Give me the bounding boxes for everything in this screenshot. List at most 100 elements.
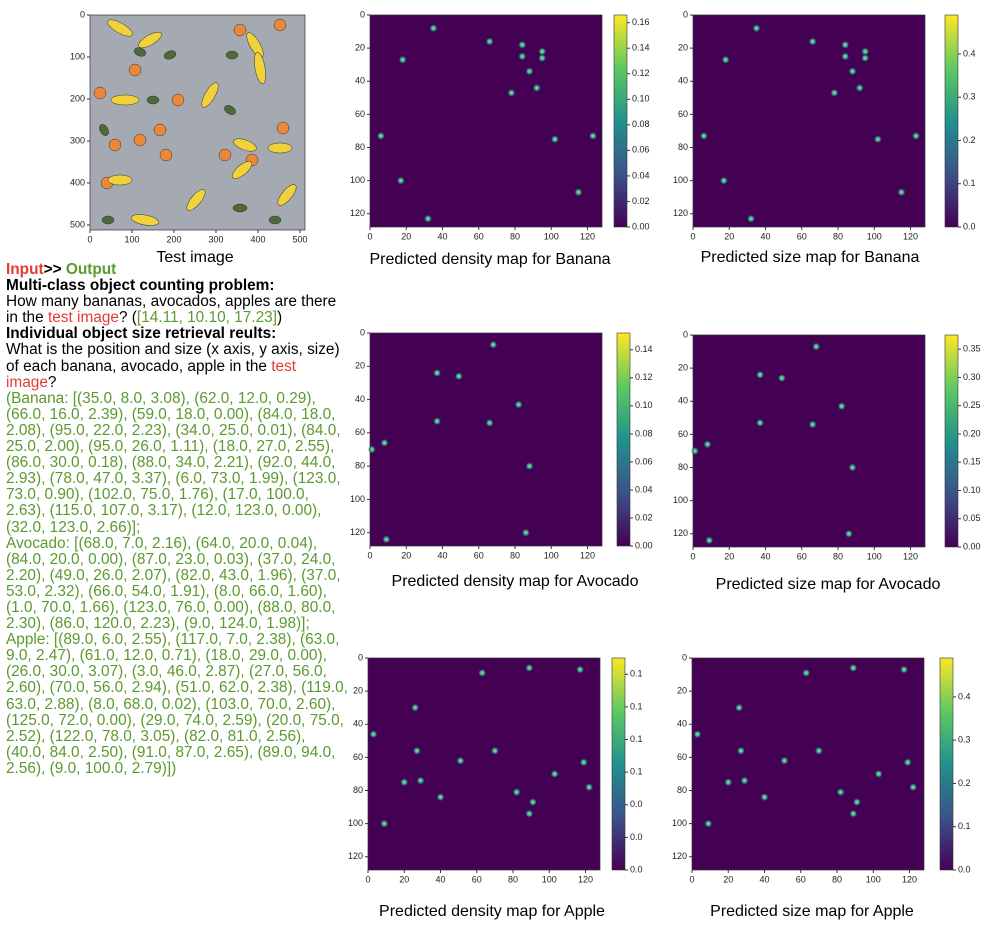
x-tick-label: 20 (401, 550, 411, 560)
map-blob (368, 445, 376, 453)
x-tick-label: 0 (365, 874, 370, 884)
map-blob (486, 38, 494, 46)
fruit (268, 143, 292, 153)
punct: ? ( (119, 309, 137, 326)
map-blob (526, 67, 534, 75)
x-tick-label: 60 (474, 550, 484, 560)
y-tick-label: 80 (677, 785, 687, 795)
colorbar-tick-label: 0.35 (963, 344, 981, 354)
map-blob (693, 730, 701, 738)
map-blob (849, 67, 857, 75)
answer: [14.11, 10.10, 17.23] (137, 309, 277, 326)
y-tick-label: 60 (677, 752, 687, 762)
y-tick-label: 40 (355, 394, 365, 404)
fruit (277, 122, 289, 134)
x-tick-label: 100 (866, 874, 881, 884)
caption: Predicted density map for Apple (379, 903, 605, 920)
colorbar-tick-label: 0.10 (963, 485, 981, 495)
map-blob (747, 215, 755, 223)
colorbar (614, 15, 627, 227)
x-tick-label: 40 (437, 231, 447, 241)
retrieval-question: What is the position and size (x axis, y… (6, 342, 348, 390)
map-blob (780, 757, 788, 765)
y-tick-label: 120 (350, 527, 365, 537)
y-tick-label: 80 (353, 785, 363, 795)
y-tick-label: 20 (355, 43, 365, 53)
colorbar-tick-label: 0.4 (958, 691, 971, 701)
x-tick-label: 80 (508, 874, 518, 884)
colorbar-tick-label: 0.1 (958, 821, 971, 831)
y-tick-label: 0 (682, 652, 687, 662)
x-tick-label: 120 (580, 231, 595, 241)
x-tick-label: 0 (367, 231, 372, 241)
map-blob (491, 747, 499, 755)
colorbar-tick-label: 0.20 (963, 428, 981, 438)
colorbar-tick-label: 0.15 (963, 457, 981, 467)
map-blob (756, 419, 764, 427)
map-blob (525, 664, 533, 672)
colorbar (612, 658, 625, 870)
map-blob (478, 669, 486, 677)
colorbar-tick-label: 0.30 (963, 372, 981, 382)
fruit (269, 216, 281, 224)
colorbar-tick-label: 0.12 (632, 68, 650, 78)
fruit (134, 134, 146, 146)
map-blob (533, 84, 541, 92)
x-tick-label: 60 (474, 231, 484, 241)
colorbar-tick-label: 0.10 (635, 400, 653, 410)
image-ref: test image (48, 309, 119, 326)
colorbar-tick-label: 0.0 (963, 221, 976, 231)
y-tick-label: 80 (678, 462, 688, 472)
map-blob (400, 778, 408, 786)
map-blob (802, 669, 810, 677)
y-tick-label: 100 (673, 495, 688, 505)
colorbar (617, 333, 630, 546)
map-blob (737, 747, 745, 755)
map-blob (382, 535, 390, 543)
x-tick-label: 100 (124, 234, 139, 244)
map-blob (580, 758, 588, 766)
fruit (172, 94, 184, 106)
colorbar-tick-label: 0.1 (630, 701, 643, 711)
map-blob (399, 56, 407, 64)
fruit (219, 149, 231, 161)
y-tick-label: 60 (678, 109, 688, 119)
colorbar-tick-label: 0.05 (963, 513, 981, 523)
caption: Predicted density map for Avocado (392, 573, 639, 590)
map-blob (551, 770, 559, 778)
colorbar-tick-label: 0.1 (630, 767, 643, 777)
y-tick-label: 40 (355, 76, 365, 86)
map-blob (551, 135, 559, 143)
map-blob (874, 135, 882, 143)
map-blob (574, 188, 582, 196)
x-tick-label: 200 (166, 234, 181, 244)
map-blob (411, 704, 419, 712)
colorbar-tick-label: 0.16 (632, 17, 650, 27)
input-label: Input (6, 261, 44, 278)
x-tick-label: 0 (690, 231, 695, 241)
caption: Predicted size map for Apple (710, 903, 914, 920)
map-blob (515, 401, 523, 409)
map-blob (397, 177, 405, 185)
x-tick-label: 60 (796, 874, 806, 884)
colorbar-tick-label: 0.1 (630, 669, 643, 679)
x-tick-label: 120 (903, 231, 918, 241)
map-blob (752, 24, 760, 32)
colorbar (945, 15, 958, 227)
colorbar-tick-label: 0.12 (635, 372, 653, 382)
y-tick-label: 300 (70, 135, 85, 145)
map-blob (809, 420, 817, 428)
x-tick-label: 300 (208, 234, 223, 244)
map-blob (589, 132, 597, 140)
colorbar-tick-label: 0.0 (630, 799, 643, 809)
x-tick-label: 100 (867, 231, 882, 241)
colorbar-tick-label: 0.00 (963, 541, 981, 551)
colorbar (945, 335, 958, 547)
map-blob (429, 24, 437, 32)
map-blob (518, 52, 526, 60)
y-tick-label: 0 (683, 329, 688, 339)
x-tick-label: 100 (544, 231, 559, 241)
fruit (226, 51, 238, 59)
fruit (108, 175, 132, 185)
x-tick-label: 120 (903, 551, 918, 561)
